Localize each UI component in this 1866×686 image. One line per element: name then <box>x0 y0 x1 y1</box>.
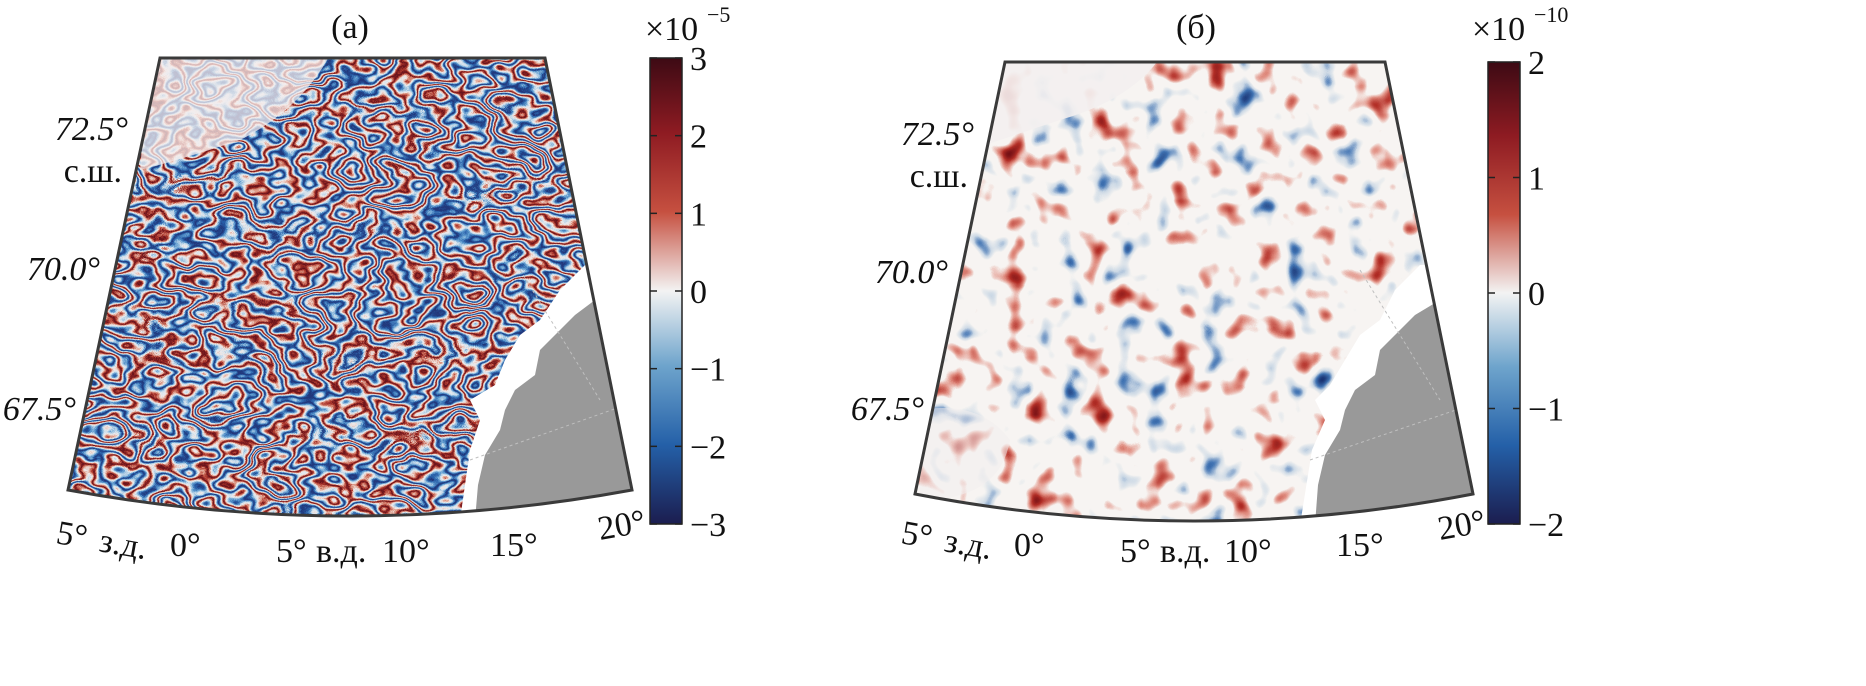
panel-a-land <box>475 300 632 516</box>
panel-b-lat-67-5: 67.5° <box>851 391 925 428</box>
panel-b-colorbar-tick-label: 2 <box>1528 45 1545 82</box>
panel-a-lon-10: 10° <box>382 533 430 570</box>
panel-a-colorbar-ticks: 3 2 1 0 −1 −2 −3 <box>650 41 726 544</box>
panel-b-lon-10: 10° <box>1224 533 1272 570</box>
panel-b-colorbar-tick-label: 1 <box>1528 161 1545 198</box>
panel-a-lat-67-5: 67.5° <box>3 391 77 428</box>
panel-a-colorbar-tick-label: 3 <box>690 41 707 78</box>
panel-b-lat-suffix: с.ш. <box>910 158 968 195</box>
panel-a-lon-5e-suffix: в.д. <box>316 533 366 570</box>
panel-b: (б) 72.5° с.ш. 70.0° 67.5° 5° з.д. 0° 5°… <box>851 2 1569 570</box>
panel-a-colorbar-tick-label: −2 <box>690 429 726 466</box>
panel-a-lat-70: 70.0° <box>27 251 101 288</box>
panel-b-colorbar-exponent-base: ×10 <box>1472 11 1525 48</box>
panel-b-lon-20: 20° <box>1435 503 1488 548</box>
panel-a-lon-20: 20° <box>595 503 648 548</box>
panel-a-lon-0: 0° <box>170 527 201 564</box>
panel-a-frame <box>66 56 634 518</box>
panel-a-lon-15: 15° <box>490 527 538 564</box>
panel-b-colorbar-exponent: −10 <box>1534 2 1568 27</box>
panel-b-lon-5w: 5° <box>899 514 936 556</box>
panel-b-frame <box>913 60 1475 523</box>
panel-b-lon-5e: 5° <box>1120 533 1151 570</box>
panel-b-colorbar-tick-label: −1 <box>1528 392 1564 429</box>
panel-b-lon-5e-suffix: в.д. <box>1160 533 1210 570</box>
panel-a-lat-suffix: с.ш. <box>64 153 122 190</box>
panel-a-lon-5w-suffix: з.д. <box>97 522 150 567</box>
panel-a-map <box>68 58 632 516</box>
panel-a-lon-5e: 5° <box>276 533 307 570</box>
panel-a-colorbar-tick-label: 0 <box>690 274 707 311</box>
panel-a-colorbar-tick-label: 1 <box>690 196 707 233</box>
panel-a-lat-72-5: 72.5° <box>55 111 129 148</box>
panel-b-colorbar-ticks: 2 1 0 −1 −2 <box>1488 45 1564 544</box>
panel-b-calm-top <box>970 62 1160 150</box>
panel-a-colorbar-tick-label: 2 <box>690 119 707 156</box>
panel-b-graticule <box>1309 269 1473 461</box>
panel-a-lon-5w: 5° <box>54 514 91 556</box>
panel-a-colorbar-tick-label: −3 <box>690 507 726 544</box>
panel-a-graticule <box>469 269 632 461</box>
panel-b-lat-70: 70.0° <box>875 254 949 291</box>
panel-b-calm-bottom <box>920 408 1010 500</box>
panel-a: (а) 72.5° с.ш. 70.0° 67.5° 5° з.д. 0° 5°… <box>3 2 731 570</box>
panel-a-colorbar-exponent-base: ×10 <box>645 11 698 48</box>
panel-b-colorbar-tick-label: −2 <box>1528 507 1564 544</box>
panel-a-title: (а) <box>331 9 369 46</box>
panel-b-title: (б) <box>1176 9 1216 46</box>
panel-b-land <box>1315 300 1473 521</box>
panel-b-lon-0: 0° <box>1014 527 1045 564</box>
panel-b-lon-5w-suffix: з.д. <box>942 522 995 567</box>
panel-b-lon-15: 15° <box>1336 527 1384 564</box>
panel-b-map <box>915 62 1473 521</box>
panel-a-calm-region <box>140 58 330 170</box>
panel-a-colorbar-exponent: −5 <box>707 2 730 27</box>
panel-b-colorbar-tick-label: 0 <box>1528 276 1545 313</box>
panel-b-lat-72-5: 72.5° <box>901 116 975 153</box>
panel-a-colorbar-tick-label: −1 <box>690 352 726 389</box>
